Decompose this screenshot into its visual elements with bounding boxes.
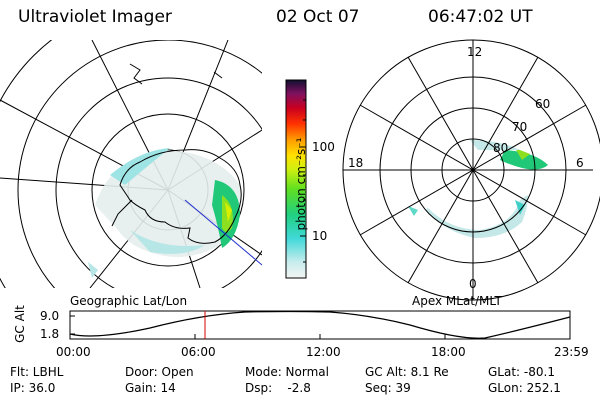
seq-readout: Seq: 39 <box>365 381 411 395</box>
colorbar-tick-10: 10 <box>312 229 328 243</box>
altitude-ytick-low: 1.8 <box>40 327 60 341</box>
altitude-plot <box>69 310 571 340</box>
coastline-outline <box>111 63 242 244</box>
altitude-xtick-1800: 18:00 <box>431 345 466 359</box>
mode-readout: Mode: Normal <box>245 365 329 379</box>
ip-readout: IP: 36.0 <box>10 381 56 395</box>
date-readout: 02 Oct 07 <box>276 7 360 27</box>
apex-aurora-emission <box>408 140 548 238</box>
altitude-ylabel: GC Alt <box>13 305 27 343</box>
dsp-readout: Dsp: -2.8 <box>245 381 311 395</box>
glon-readout: GLon: 252.1 <box>488 381 561 395</box>
mlt-label-0: 0 <box>469 277 477 291</box>
altitude-xtick-0000: 00:00 <box>56 345 91 359</box>
door-readout: Door: Open <box>125 365 194 379</box>
geo-panel-caption: Geographic Lat/Lon <box>70 294 188 308</box>
altitude-ytick-high: 9.0 <box>40 309 60 323</box>
altitude-curve <box>69 310 571 339</box>
mlat-label-60: 60 <box>535 97 551 111</box>
colorbar-tick-100: 100 <box>312 140 335 154</box>
altitude-xtick-0600: 06:00 <box>181 345 216 359</box>
apex-panel-caption: Apex MLat/MLT <box>412 294 502 308</box>
mlat-label-80: 80 <box>493 141 509 155</box>
filter-readout: Flt: LBHL <box>10 365 64 379</box>
time-readout: 06:47:02 UT <box>428 7 533 27</box>
mlt-label-18: 18 <box>348 156 364 170</box>
colorbar <box>285 79 307 279</box>
mlat-label-70: 70 <box>512 120 528 134</box>
mlt-label-12: 12 <box>467 45 483 59</box>
apex-polar-plot <box>342 39 600 301</box>
orbit-track-line <box>184 199 262 266</box>
glat-readout: GLat: -80.1 <box>488 365 555 379</box>
colorbar-unit-label: photon cm⁻²s⁻¹ <box>294 137 308 231</box>
gc-alt-readout: GC Alt: 8.1 Re <box>365 365 449 379</box>
geo-aurora-emission <box>88 148 241 278</box>
geographic-map <box>0 40 262 288</box>
gain-readout: Gain: 14 <box>125 381 176 395</box>
mlt-label-6: 6 <box>576 156 584 170</box>
altitude-xtick-2359: 23:59 <box>554 345 589 359</box>
altitude-xtick-1200: 12:00 <box>306 345 341 359</box>
app-title: Ultraviolet Imager <box>18 7 172 27</box>
